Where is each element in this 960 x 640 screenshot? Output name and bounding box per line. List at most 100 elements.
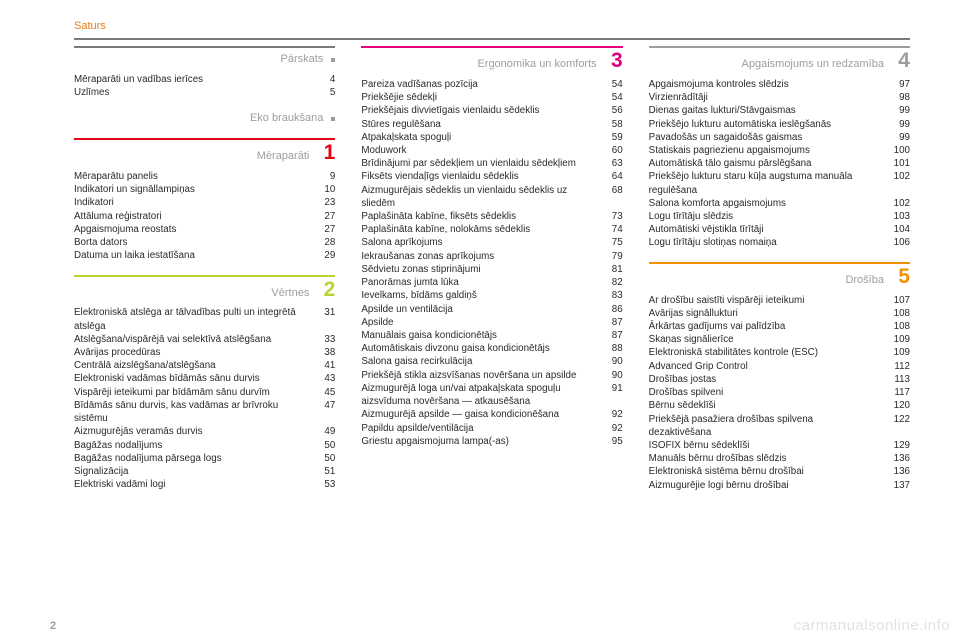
toc-entry-page: 53	[309, 478, 335, 491]
toc-entry: Advanced Grip Control112	[649, 360, 910, 373]
toc-entry-label: Elektriski vadāmi logi	[74, 478, 309, 491]
toc-entry-page: 64	[597, 170, 623, 183]
toc-entry: Skaņas signālierīce109	[649, 333, 910, 346]
toc-entry-page: 122	[884, 413, 910, 426]
toc-entry-page: 99	[884, 118, 910, 131]
section-title: Mēraparāti	[74, 149, 309, 164]
section-rule	[74, 46, 335, 48]
toc-entry-page: 73	[597, 210, 623, 223]
toc-entry-page: 99	[884, 131, 910, 144]
toc-entry: Apsilde87	[361, 316, 622, 329]
toc-entry: Elektroniski vadāmas bīdāmās sānu durvis…	[74, 372, 335, 385]
toc-entry-page: 45	[309, 386, 335, 399]
toc-entry-label: Fiksēts viendaļīgs vienlaidu sēdeklis	[361, 170, 596, 183]
toc-entry-page: 98	[884, 91, 910, 104]
toc-entry: Borta dators28	[74, 236, 335, 249]
toc-entry: Apsilde un ventilācija86	[361, 303, 622, 316]
toc-entry-page: 92	[597, 408, 623, 421]
toc-entry-label: Iekraušanas zonas aprīkojums	[361, 250, 596, 263]
toc-entry-page: 38	[309, 346, 335, 359]
toc-entry: Salona komforta apgaismojums102	[649, 197, 910, 210]
toc-entry-label: Ar drošību saistīti vispārēji ieteikumi	[649, 294, 884, 307]
toc-entry-page: 120	[884, 399, 910, 412]
toc-entry-label: Atslēgšana/vispārējā vai selektīvā atslē…	[74, 333, 309, 346]
toc-entry-label: Aizmugurējā apsilde — gaisa kondicionēša…	[361, 408, 596, 421]
section-title: Ergonomika un komforts	[361, 57, 596, 72]
toc-entry-label: Apsilde	[361, 316, 596, 329]
toc-entry-label: Bīdāmās sānu durvis, kas vadāmas ar brīv…	[74, 399, 309, 425]
toc-entry-label: Virzienrādītāji	[649, 91, 884, 104]
toc-entry-label: Manuālais gaisa kondicionētājs	[361, 329, 596, 342]
toc-entry-label: Salona komforta apgaismojums	[649, 197, 884, 210]
toc-section: PārskatsMēraparāti un vadības ierīces4Uz…	[74, 46, 335, 99]
toc-entry: Mēraparātu panelis9	[74, 170, 335, 183]
toc-entry: Brīdinājumi par sēdekļiem un vienlaidu s…	[361, 157, 622, 170]
toc-entry-label: Bagāžas nodalījuma pārsega logs	[74, 452, 309, 465]
toc-entry: Apgaismojuma kontroles slēdzis97	[649, 78, 910, 91]
column: Ergonomika un komforts3Pareiza vadīšanas…	[361, 46, 622, 504]
toc-entry-label: Griestu apgaismojuma lampa(-as)	[361, 435, 596, 448]
toc-entry-page: 47	[309, 399, 335, 412]
columns-wrapper: PārskatsMēraparāti un vadības ierīces4Uz…	[74, 46, 910, 504]
toc-entry-label: Logu tīrītāju slēdzis	[649, 210, 884, 223]
section-entries: Ar drošību saistīti vispārēji ieteikumi 1…	[649, 294, 910, 492]
toc-entry: Bagāžas nodalījuma pārsega logs50	[74, 452, 335, 465]
toc-section: Apgaismojums un redzamība4Apgaismojuma k…	[649, 46, 910, 250]
toc-entry-label: Priekšējā stikla aizsvīšanas novēršana u…	[361, 369, 596, 382]
toc-entry-label: Atpakaļskata spoguļi	[361, 131, 596, 144]
toc-section: Eko braukšana	[74, 111, 335, 126]
toc-entry: Priekšējais divvietīgais vienlaidu sēdek…	[361, 104, 622, 117]
toc-entry: Manuāls bērnu drošības slēdzis136	[649, 452, 910, 465]
section-header: Mēraparāti1	[74, 144, 335, 164]
toc-entry-page: 59	[597, 131, 623, 144]
toc-entry: Automātiskais divzonu gaisa kondicionētā…	[361, 342, 622, 355]
section-number: 5	[892, 268, 910, 286]
toc-section: Ergonomika un komforts3Pareiza vadīšanas…	[361, 46, 622, 448]
section-rule	[74, 275, 335, 277]
toc-entry-label: Bagāžas nodalījums	[74, 439, 309, 452]
toc-entry-page: 88	[597, 342, 623, 355]
toc-entry: ISOFIX bērnu sēdeklīši129	[649, 439, 910, 452]
toc-entry: Pareiza vadīšanas pozīcija54	[361, 78, 622, 91]
toc-entry: Priekšējo lukturu automātiska ieslēgšanā…	[649, 118, 910, 131]
toc-entry-page: 41	[309, 359, 335, 372]
toc-entry-label: Priekšējo lukturu staru kūļa augstuma ma…	[649, 170, 884, 196]
toc-entry-page: 95	[597, 435, 623, 448]
toc-entry-page: 68	[597, 184, 623, 197]
toc-entry-label: Pareiza vadīšanas pozīcija	[361, 78, 596, 91]
toc-entry: Paplašināta kabīne, fiksēts sēdeklis73	[361, 210, 622, 223]
toc-entry-page: 92	[597, 422, 623, 435]
toc-entry-page: 81	[597, 263, 623, 276]
toc-section: Mēraparāti1Mēraparātu panelis9Indikatori…	[74, 138, 335, 262]
toc-entry: Salona aprīkojums75	[361, 236, 622, 249]
toc-entry: Aizmugurējā apsilde — gaisa kondicionēša…	[361, 408, 622, 421]
section-title: Eko braukšana	[74, 111, 323, 126]
toc-entry-label: Priekšējie sēdekļi	[361, 91, 596, 104]
toc-entry-label: Mēraparāti un vadības ierīces	[74, 73, 309, 86]
toc-entry: Bērnu sēdeklīši120	[649, 399, 910, 412]
toc-entry-label: Paplašināta kabīne, fiksēts sēdeklis	[361, 210, 596, 223]
toc-entry-label: Ārkārtas gadījums vai palīdzība	[649, 320, 884, 333]
section-rule	[74, 138, 335, 140]
toc-entry-label: Bērnu sēdeklīši	[649, 399, 884, 412]
toc-entry: Dienas gaitas lukturi/Stāvgaismas99	[649, 104, 910, 117]
section-header: Pārskats	[74, 52, 335, 67]
toc-entry-page: 56	[597, 104, 623, 117]
toc-entry: Signalizācija51	[74, 465, 335, 478]
header-rule	[74, 38, 910, 40]
toc-entry-page: 99	[884, 104, 910, 117]
toc-entry: Logu tīrītāju slēdzis103	[649, 210, 910, 223]
toc-entry-label: Elektroniskā atslēga ar tālvadības pulti…	[74, 306, 309, 332]
toc-entry: Griestu apgaismojuma lampa(-as)95	[361, 435, 622, 448]
section-header: Eko braukšana	[74, 111, 335, 126]
toc-entry-page: 27	[309, 210, 335, 223]
toc-entry-label: Salona aprīkojums	[361, 236, 596, 249]
toc-entry: Statiskais pagriezienu apgaismojums100	[649, 144, 910, 157]
toc-entry-label: Elektroniskā sistēma bērnu drošībai	[649, 465, 884, 478]
toc-entry-page: 27	[309, 223, 335, 236]
toc-entry: Automātiskā tālo gaismu pārslēgšana101	[649, 157, 910, 170]
toc-entry: Elektriski vadāmi logi53	[74, 478, 335, 491]
section-header: Vērtnes2	[74, 281, 335, 301]
toc-entry-page: 60	[597, 144, 623, 157]
section-rule	[649, 262, 910, 264]
